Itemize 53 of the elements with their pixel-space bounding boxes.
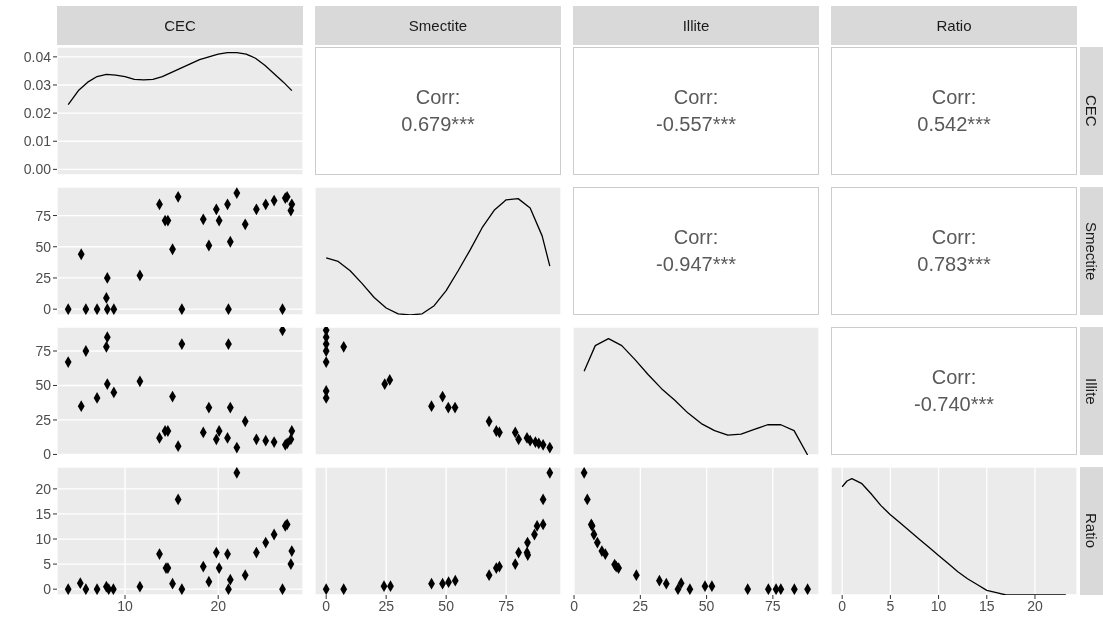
text: Corr: [673,225,719,250]
text: Illite [1083,377,1100,405]
text: 0.679*** [401,112,475,137]
text: Smectite [1083,221,1100,281]
text: -0.557*** [655,112,737,137]
chart-title: CEC [164,17,196,34]
text: Corr: [673,85,719,110]
y-tick-label: 0 [43,581,52,598]
y-tick-label: 25 [35,411,52,428]
x-tick-label: 0 [570,597,579,614]
text: Corr: [415,85,461,110]
y-tick-label: 0.03 [23,76,52,93]
text: 0.783*** [917,252,991,277]
y-tick-label: 25 [35,269,52,286]
text: 0.542*** [917,112,991,137]
text: CEC [1083,95,1100,127]
y-tick-label: 0 [43,446,52,463]
y-tick-label: 0.01 [23,133,52,150]
text: Ratio [936,17,972,34]
y-tick-label: 0.04 [23,48,52,65]
text: Smectite [408,17,468,34]
x-tick-label: 50 [438,597,455,614]
x-tick-label: 10 [117,597,134,614]
text: -0.740*** [913,392,995,417]
x-tick-label: 75 [498,597,515,614]
text: Corr: [931,85,977,110]
y-tick-label: 0 [43,301,52,318]
x-tick-label: 20 [1027,597,1043,614]
x-tick-label: 15 [978,597,995,614]
x-tick-label: 0 [322,597,331,614]
x-tick-label: 25 [632,597,649,614]
x-tick-label: 5 [886,597,895,614]
y-tick-label: 5 [43,556,52,573]
x-tick-label: 10 [930,597,947,614]
x-tick-label: 50 [698,597,715,614]
x-tick-label: 75 [765,597,781,614]
y-tick-label: 0.00 [23,161,52,178]
y-tick-label: 20 [35,480,52,497]
y-tick-label: 0.02 [23,105,52,122]
text: Illite [682,17,710,34]
text: Corr: [931,365,977,390]
y-tick-label: 50 [35,377,52,394]
y-tick-label: 75 [35,342,52,359]
y-tick-label: 50 [35,238,52,255]
text: -0.947*** [655,252,737,277]
x-tick-label: 0 [838,597,847,614]
y-tick-label: 10 [35,531,52,547]
x-tick-label: 20 [210,597,227,614]
text: Corr: [931,225,977,250]
y2-axis-title: Ratio [1083,513,1100,549]
y-tick-label: 75 [35,207,52,224]
x-tick-label: 25 [378,597,395,614]
y-tick-label: 15 [35,505,52,522]
